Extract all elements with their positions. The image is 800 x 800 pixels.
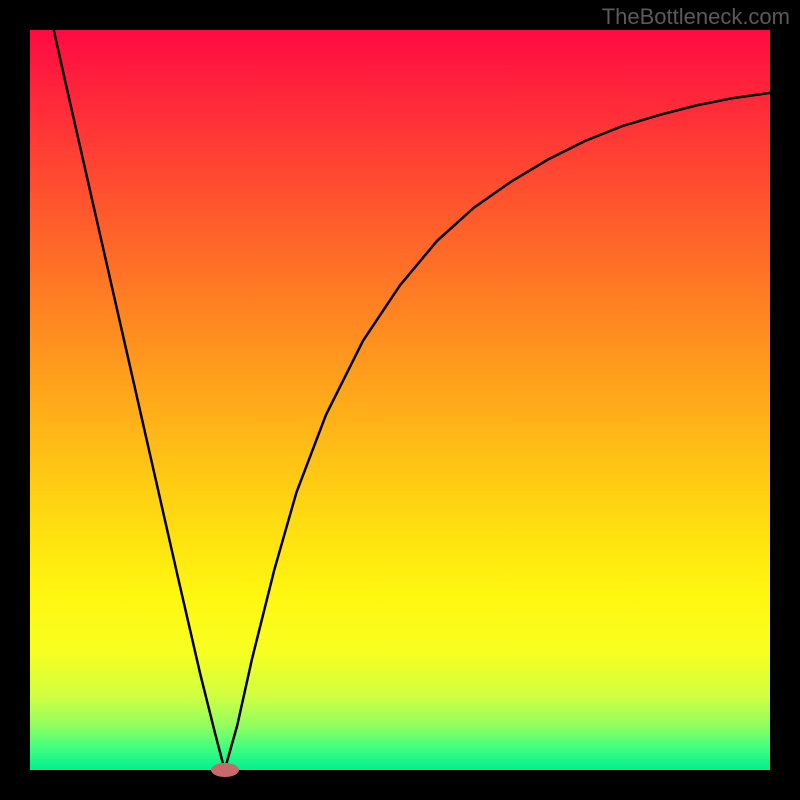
chart-container: TheBottleneck.com: [0, 0, 800, 800]
plot-area: [30, 30, 770, 770]
optimal-marker: [211, 763, 239, 777]
bottleneck-curve: [30, 30, 770, 770]
watermark-text: TheBottleneck.com: [602, 4, 790, 30]
